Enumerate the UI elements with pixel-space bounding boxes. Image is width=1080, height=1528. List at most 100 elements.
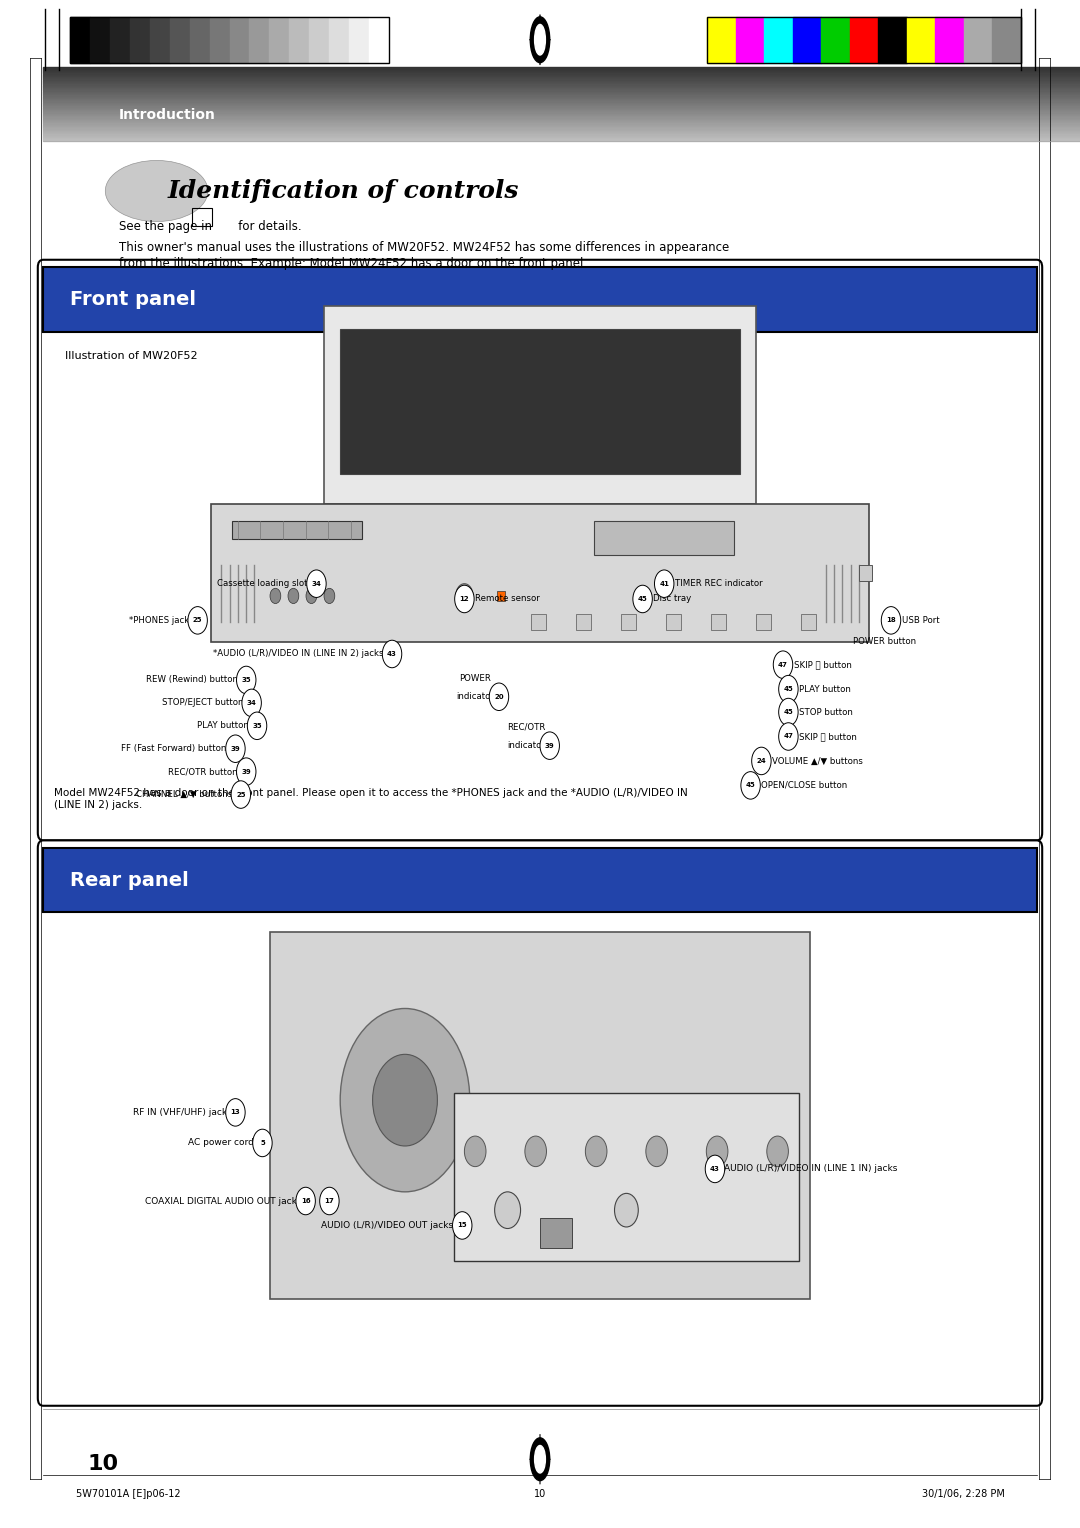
Bar <box>249 17 269 63</box>
Text: STOP button: STOP button <box>799 707 853 717</box>
Text: 43: 43 <box>387 651 397 657</box>
Ellipse shape <box>535 24 545 55</box>
Bar <box>712 614 727 630</box>
Bar <box>850 17 878 63</box>
Circle shape <box>779 675 798 703</box>
Text: Introduction: Introduction <box>119 108 216 122</box>
Bar <box>935 17 963 63</box>
Bar <box>821 17 850 63</box>
Ellipse shape <box>530 17 550 63</box>
Circle shape <box>779 698 798 726</box>
Text: Front panel: Front panel <box>70 290 197 309</box>
Bar <box>793 17 821 63</box>
Text: TIMER REC indicator: TIMER REC indicator <box>675 579 762 588</box>
Bar <box>190 17 210 63</box>
Text: 45: 45 <box>745 782 756 788</box>
Circle shape <box>779 723 798 750</box>
Circle shape <box>633 585 652 613</box>
Circle shape <box>741 772 760 799</box>
Bar <box>454 1093 799 1261</box>
Text: Identification of controls: Identification of controls <box>167 179 518 203</box>
Text: 15: 15 <box>458 1222 467 1229</box>
Bar <box>963 17 993 63</box>
Bar <box>70 17 90 63</box>
Text: AC power cord: AC power cord <box>188 1138 254 1148</box>
Bar <box>707 17 735 63</box>
Bar <box>324 306 756 504</box>
Circle shape <box>456 584 473 608</box>
Text: 43: 43 <box>710 1166 720 1172</box>
Circle shape <box>340 1008 470 1192</box>
Bar <box>878 17 907 63</box>
Ellipse shape <box>106 160 207 222</box>
Circle shape <box>455 585 474 613</box>
Bar <box>329 17 349 63</box>
Text: 10: 10 <box>87 1453 118 1475</box>
Circle shape <box>654 570 674 597</box>
Text: 17: 17 <box>324 1198 335 1204</box>
Text: 25: 25 <box>193 617 202 623</box>
Text: REW (Rewind) button: REW (Rewind) button <box>146 675 238 685</box>
Text: 5W70101A [E]p06-12: 5W70101A [E]p06-12 <box>76 1490 180 1499</box>
Circle shape <box>270 588 281 604</box>
Bar <box>90 17 110 63</box>
Bar <box>531 614 546 630</box>
Circle shape <box>615 1193 638 1227</box>
Circle shape <box>288 588 299 604</box>
Circle shape <box>706 1137 728 1167</box>
Circle shape <box>525 1137 546 1167</box>
Circle shape <box>752 747 771 775</box>
Text: Illustration of MW20F52: Illustration of MW20F52 <box>65 351 198 362</box>
Text: POWER: POWER <box>459 674 491 683</box>
Circle shape <box>237 666 256 694</box>
Text: POWER button: POWER button <box>853 637 916 646</box>
Bar <box>340 329 740 474</box>
Bar <box>269 17 289 63</box>
Text: from the illustrations. Example: Model MW24F52 has a door on the front panel.: from the illustrations. Example: Model M… <box>119 257 586 270</box>
Circle shape <box>306 588 316 604</box>
Circle shape <box>382 640 402 668</box>
Text: 34: 34 <box>311 581 322 587</box>
Bar <box>765 17 793 63</box>
Text: See the page in       for details.: See the page in for details. <box>119 220 301 234</box>
Text: 16: 16 <box>301 1198 310 1204</box>
Text: *AUDIO (L/R)/VIDEO IN (LINE IN 2) jacks: *AUDIO (L/R)/VIDEO IN (LINE IN 2) jacks <box>213 649 383 659</box>
Text: SKIP ⏮ button: SKIP ⏮ button <box>799 732 858 741</box>
Text: 47: 47 <box>778 662 788 668</box>
Circle shape <box>773 651 793 678</box>
Bar <box>150 17 170 63</box>
Text: STOP/EJECT button: STOP/EJECT button <box>162 698 243 707</box>
Circle shape <box>307 570 326 597</box>
Text: 12: 12 <box>460 596 469 602</box>
Text: 35: 35 <box>253 723 261 729</box>
Bar <box>859 565 872 581</box>
Text: REC/OTR: REC/OTR <box>507 723 545 732</box>
Text: 24: 24 <box>756 758 767 764</box>
Circle shape <box>247 712 267 740</box>
Text: 25: 25 <box>237 792 245 798</box>
Text: SKIP ⏭ button: SKIP ⏭ button <box>794 660 852 669</box>
Circle shape <box>237 758 256 785</box>
Bar <box>621 614 636 630</box>
Text: indicator: indicator <box>456 692 495 701</box>
Bar <box>577 614 592 630</box>
Text: 5: 5 <box>260 1140 265 1146</box>
Bar <box>309 17 329 63</box>
Text: indicator: indicator <box>507 741 545 750</box>
Bar <box>735 17 765 63</box>
Text: CHANNEL ▲/▼ buttons: CHANNEL ▲/▼ buttons <box>136 790 232 799</box>
Text: 39: 39 <box>230 746 241 752</box>
Bar <box>907 17 935 63</box>
Text: PLAY button: PLAY button <box>799 685 851 694</box>
Text: 39: 39 <box>544 743 555 749</box>
Text: Disc tray: Disc tray <box>653 594 691 604</box>
Text: RF IN (VHF/UHF) jack: RF IN (VHF/UHF) jack <box>133 1108 227 1117</box>
Bar <box>210 17 229 63</box>
Bar <box>993 17 1021 63</box>
Text: 45: 45 <box>783 686 794 692</box>
Bar <box>43 848 1037 912</box>
Bar <box>594 521 734 555</box>
Bar <box>229 17 249 63</box>
Circle shape <box>646 1137 667 1167</box>
Text: Cassette loading slot: Cassette loading slot <box>217 579 308 588</box>
